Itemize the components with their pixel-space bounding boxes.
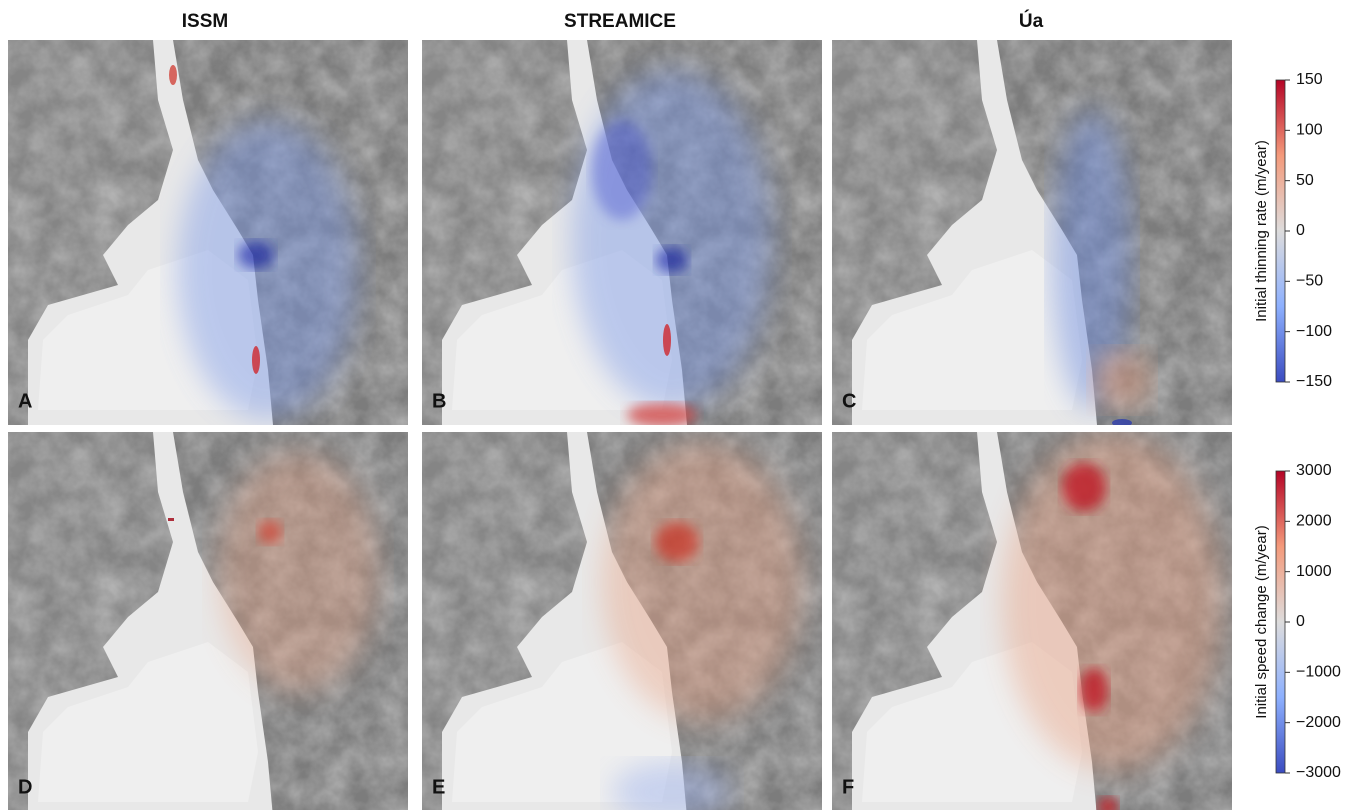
panel-label: C <box>842 390 856 412</box>
panel-label: B <box>432 390 446 412</box>
panel-label: A <box>18 390 32 412</box>
tick-label: 3000 <box>1296 462 1332 479</box>
colorbar-scale <box>1275 79 1286 383</box>
tick-label: 2000 <box>1296 513 1332 530</box>
map-panel: A <box>8 40 408 425</box>
map-panel: D <box>8 432 408 810</box>
panel-label: D <box>18 776 32 798</box>
colorbar-label: Initial thinning rate (m/year) <box>1253 140 1270 322</box>
tick-label: −150 <box>1296 373 1332 390</box>
map-panel: C <box>832 40 1232 425</box>
column-title: ISSM <box>182 11 228 32</box>
tick-label: 50 <box>1296 172 1314 189</box>
colorbar: Initial speed change (m/year) −3000 −2000… <box>1253 462 1341 781</box>
tick-label: −100 <box>1296 323 1332 340</box>
colorbar: Initial thinning rate (m/year) −150 −100 −… <box>1253 71 1332 390</box>
tick-label: −50 <box>1296 273 1323 290</box>
panel-label: E <box>432 776 445 798</box>
panel-label: F <box>842 776 854 798</box>
column-title: Úa <box>1019 10 1044 32</box>
tick-label: −1000 <box>1296 664 1341 681</box>
tick-label: −3000 <box>1296 764 1341 781</box>
colorbar-label: Initial speed change (m/year) <box>1253 525 1270 718</box>
map-panel: F <box>832 432 1232 810</box>
tick-label: 0 <box>1296 222 1305 239</box>
column-title: STREAMICE <box>564 11 676 32</box>
tick-label: −2000 <box>1296 714 1341 731</box>
tick-label: 1000 <box>1296 563 1332 580</box>
tick-label: 100 <box>1296 122 1323 139</box>
map-panel: B <box>422 40 822 425</box>
tick-label: 0 <box>1296 613 1305 630</box>
map-panel: E <box>422 432 822 810</box>
colorbar-scale <box>1275 470 1286 774</box>
tick-label: 150 <box>1296 71 1323 88</box>
